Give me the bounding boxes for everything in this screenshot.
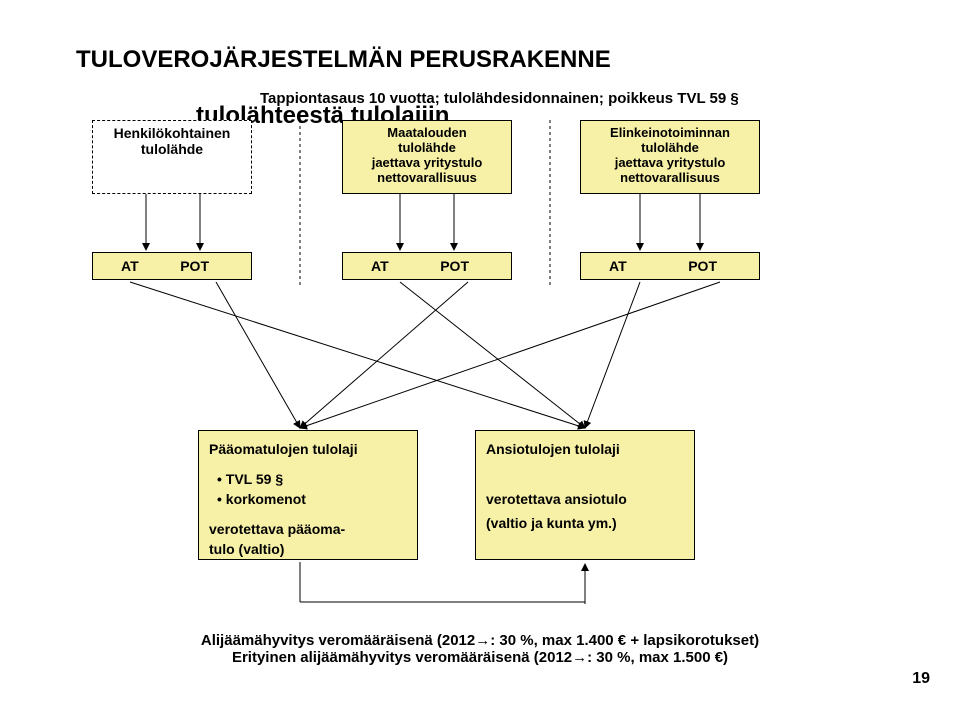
box-ap2: AT POT (342, 252, 512, 280)
footer-line2: Erityinen alijäämähyvitys veromääräisenä… (232, 649, 728, 666)
box-hk: Henkilökohtainentulolähde (92, 120, 252, 194)
page-title: TULOVEROJÄRJESTELMÄN PERUSRAKENNE tulolä… (76, 18, 611, 130)
footer-line1: Alijäämähyvitys veromääräisenä (2012→: 3… (201, 632, 759, 649)
box-ans: Ansiotulojen tulolajiverotettava ansiotu… (475, 430, 695, 560)
at-label-ap3: AT (609, 258, 627, 274)
pot-label-ap3: POT (688, 258, 717, 274)
footer: Alijäämähyvitys veromääräisenä (2012→: 3… (0, 632, 960, 666)
box-paa: Pääomatulojen tulolaji• TVL 59 §• korkom… (198, 430, 418, 560)
box-el: Elinkeinotoiminnantulolähdejaettava yrit… (580, 120, 760, 194)
box-ap1: AT POT (92, 252, 252, 280)
pot-label-ap1: POT (180, 258, 209, 274)
page-number: 19 (912, 670, 930, 688)
title-line1: TULOVEROJÄRJESTELMÄN PERUSRAKENNE (76, 46, 611, 73)
box-ma: Maataloudentulolähdejaettava yritystulon… (342, 120, 512, 194)
pot-label-ap2: POT (440, 258, 469, 274)
box-ap3: AT POT (580, 252, 760, 280)
subtitle: Tappiontasaus 10 vuotta; tulolähdesidonn… (260, 90, 739, 107)
at-label-ap1: AT (121, 258, 139, 274)
at-label-ap2: AT (371, 258, 389, 274)
